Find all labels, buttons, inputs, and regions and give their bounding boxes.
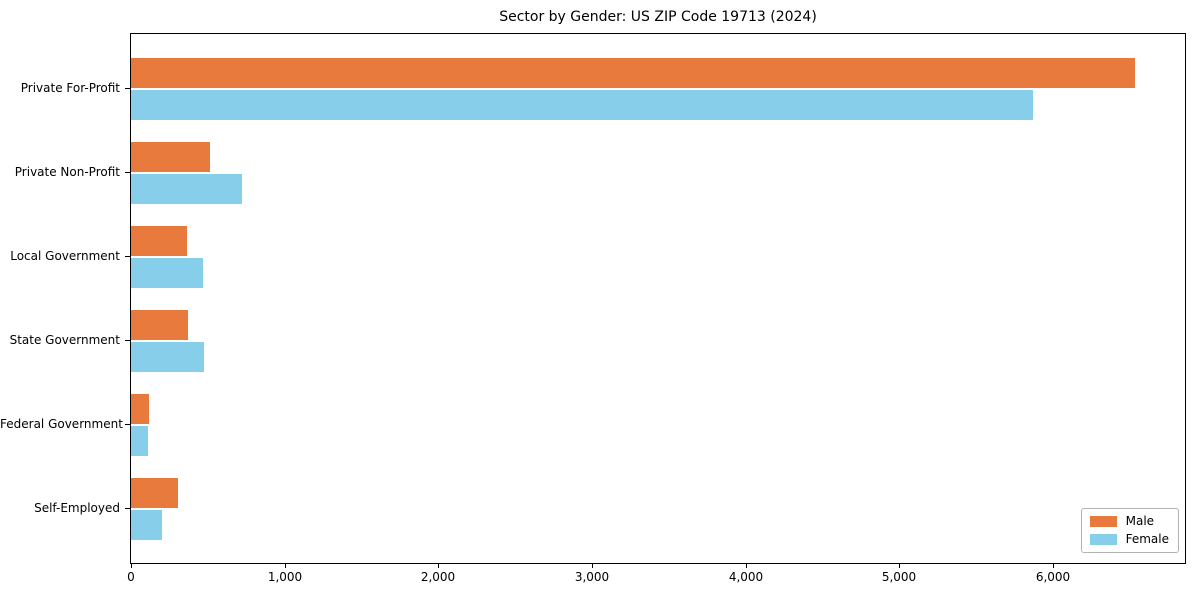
y-label-federal-government: Federal Government [0,417,123,431]
y-label-local-government: Local Government [10,249,120,263]
bar-female-state-government [131,342,204,372]
x-tick-label-2000: 2,000 [420,570,456,584]
bar-female-private-for-profit [131,90,1033,120]
x-tick-label-0: 0 [127,570,135,584]
bar-male-private-non-profit [131,142,210,172]
plot-area: Male Female [130,33,1186,564]
legend-item-female: Female [1089,532,1169,546]
x-tick-5000 [899,564,900,568]
bar-female-federal-government [131,426,148,456]
x-tick-label-6000: 6,000 [1035,570,1071,584]
x-tick-3000 [592,564,593,568]
bar-female-self-employed [131,510,162,540]
legend-label-female: Female [1125,532,1169,546]
bar-female-local-government [131,258,203,288]
legend-item-male: Male [1089,514,1169,528]
x-tick-0 [131,564,132,568]
y-tick-self-employed [125,508,130,509]
bar-male-private-for-profit [131,58,1135,88]
x-tick-label-3000: 3,000 [574,570,610,584]
y-label-private-for-profit: Private For-Profit [20,81,120,95]
y-tick-federal-government [125,424,130,425]
x-tick-label-1000: 1,000 [267,570,303,584]
bar-female-private-non-profit [131,174,242,204]
x-tick-label-4000: 4,000 [728,570,764,584]
legend: Male Female [1080,508,1179,553]
x-tick-1000 [285,564,286,568]
y-tick-private-non-profit [125,172,130,173]
y-label-state-government: State Government [9,333,120,347]
y-label-private-non-profit: Private Non-Profit [14,165,120,179]
x-tick-6000 [1053,564,1054,568]
bar-male-state-government [131,310,188,340]
legend-swatch-male [1089,516,1117,527]
bar-male-federal-government [131,394,149,424]
y-tick-state-government [125,340,130,341]
legend-label-male: Male [1125,514,1155,528]
y-label-self-employed: Self-Employed [34,501,120,515]
legend-swatch-female [1089,534,1117,545]
chart-title: Sector by Gender: US ZIP Code 19713 (202… [499,9,817,25]
bar-male-self-employed [131,478,178,508]
x-tick-2000 [438,564,439,568]
x-tick-4000 [746,564,747,568]
y-tick-local-government [125,256,130,257]
x-tick-label-5000: 5,000 [881,570,917,584]
bar-male-local-government [131,226,187,256]
y-tick-private-for-profit [125,88,130,89]
